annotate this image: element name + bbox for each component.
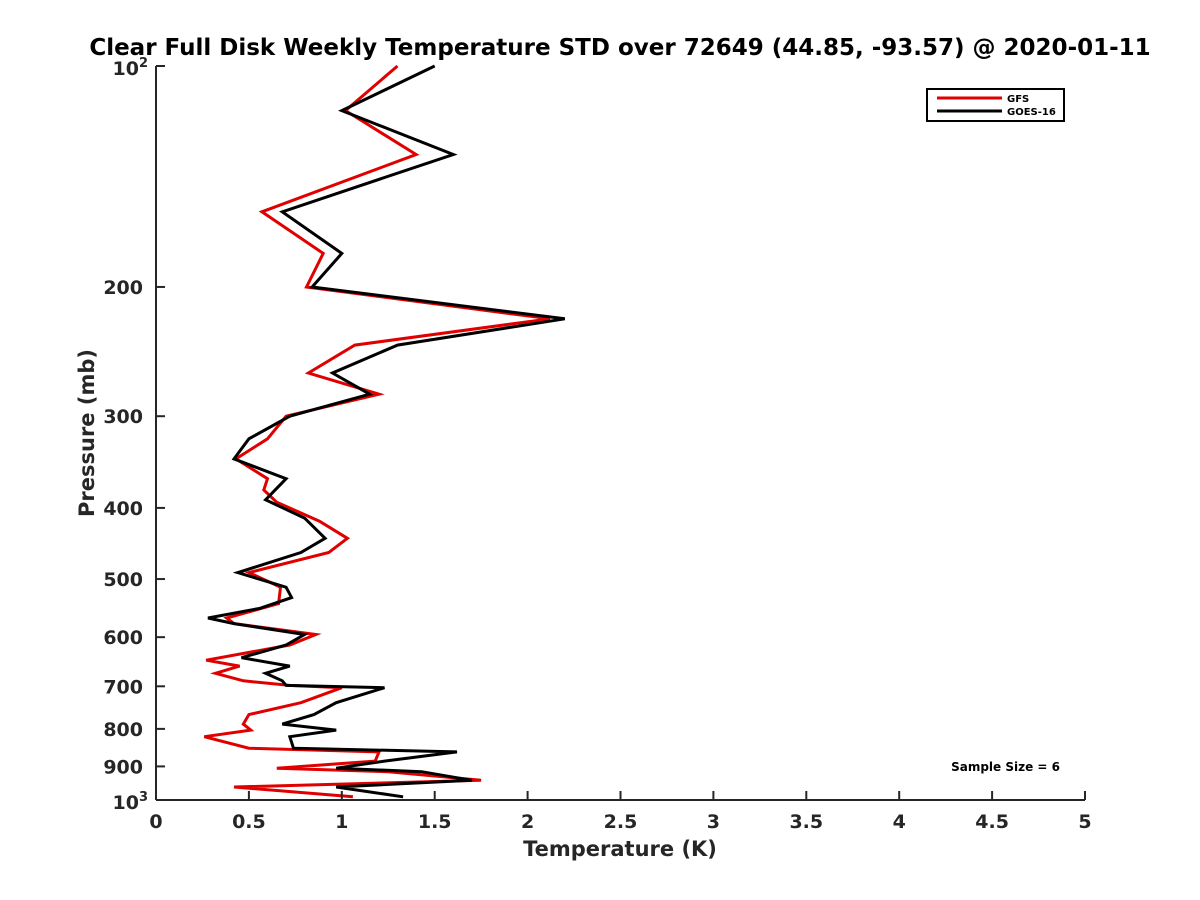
y-tick-label: 103 (113, 790, 149, 814)
legend-entry: GFS (1007, 94, 1029, 105)
y-tick-label: 900 (103, 756, 143, 778)
y-tick-label: 102 (113, 56, 149, 80)
plot-lines (203, 64, 566, 799)
series-line-gfs (203, 64, 551, 799)
series-line-goes-16 (207, 64, 566, 799)
y-tick-label: 600 (103, 627, 143, 649)
y-tick-label: 300 (103, 406, 143, 428)
y-tick-label: 400 (103, 498, 143, 520)
x-tick-label: 2 (521, 811, 534, 833)
x-tick-label: 0 (149, 811, 162, 833)
x-tick-label: 3 (707, 811, 720, 833)
y-tick-label: 800 (103, 719, 143, 741)
x-tick-label: 4.5 (975, 811, 1009, 833)
x-tick-label: 3.5 (789, 811, 823, 833)
axes: 0 0.5 1 1.5 2 2.5 3 3.5 4 4.5 5 102 200 300 400 500 600 7… (103, 56, 1091, 833)
y-tick-label: 200 (103, 277, 143, 299)
sample-size-annotation: Sample Size = 6 (951, 760, 1060, 774)
x-tick-label: 1.5 (418, 811, 452, 833)
legend-box (926, 88, 1065, 122)
y-tick-label: 700 (103, 676, 143, 698)
x-axis-label: Temperature (K) (523, 837, 717, 861)
y-axis-label: Pressure (mb) (75, 349, 99, 517)
chart-title: Clear Full Disk Weekly Temperature STD o… (89, 35, 1150, 61)
x-tick-label: 1 (335, 811, 348, 833)
x-tick-label: 4 (893, 811, 906, 833)
x-tick-label: 5 (1078, 811, 1091, 833)
y-tick-label: 500 (103, 569, 143, 591)
legend-entry: GOES-16 (1007, 107, 1056, 118)
legend: GFS GOES-16 (926, 88, 1065, 122)
x-tick-label: 2.5 (604, 811, 638, 833)
x-tick-label: 0.5 (232, 811, 266, 833)
